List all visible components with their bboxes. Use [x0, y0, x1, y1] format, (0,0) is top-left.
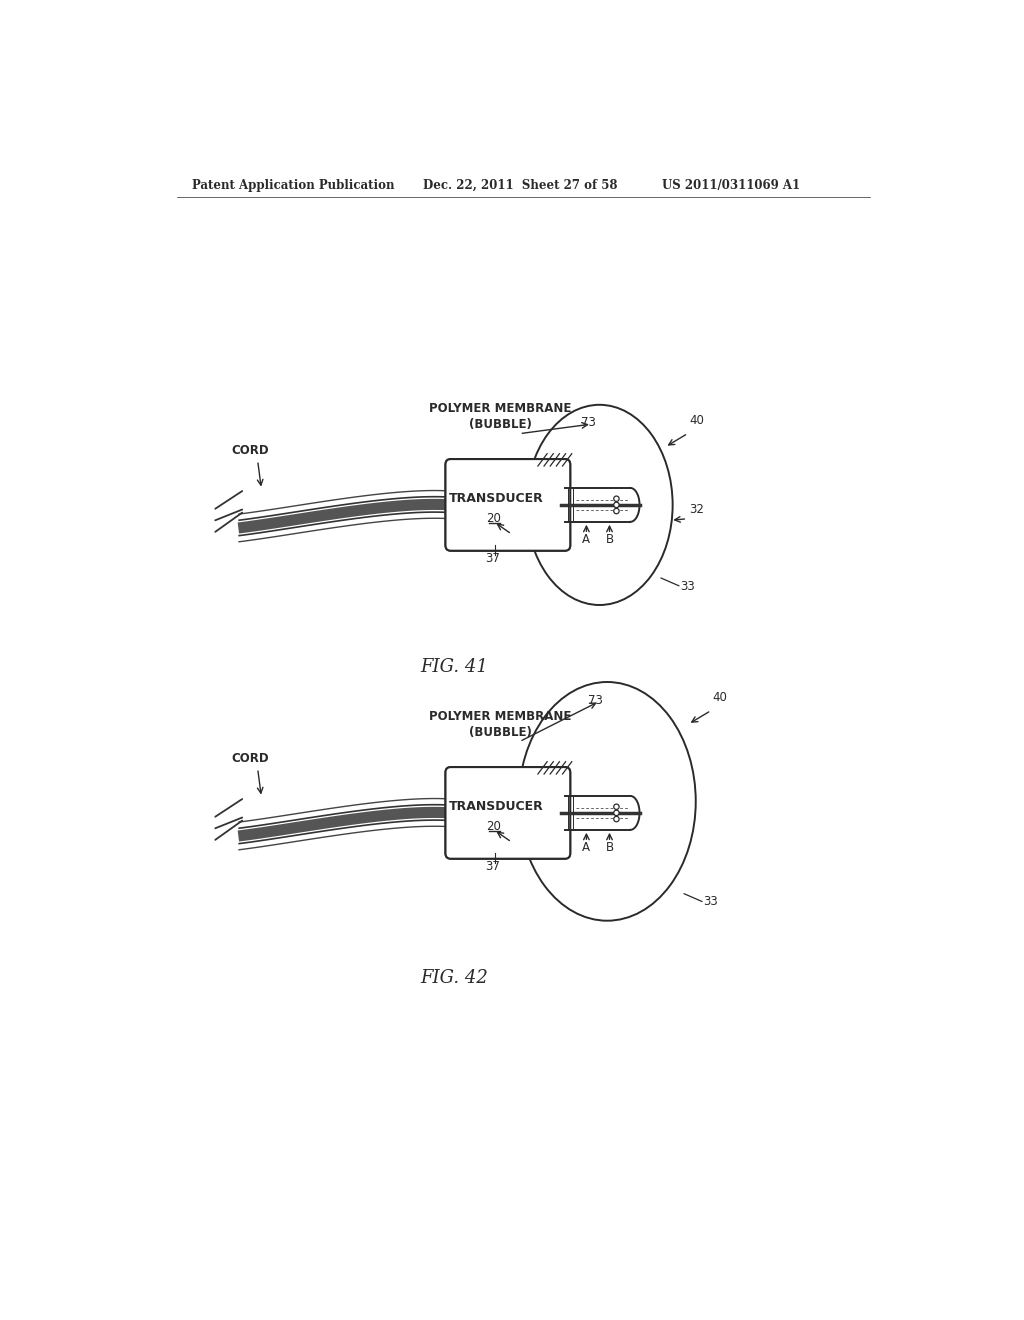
Text: B: B	[605, 841, 613, 854]
Circle shape	[613, 810, 620, 816]
Text: FIG. 41: FIG. 41	[420, 657, 487, 676]
Text: CORD: CORD	[231, 445, 268, 458]
Text: 20: 20	[486, 820, 502, 833]
Text: 37: 37	[485, 861, 500, 874]
FancyBboxPatch shape	[445, 459, 570, 550]
Text: POLYMER MEMBRANE
(BUBBLE): POLYMER MEMBRANE (BUBBLE)	[429, 710, 571, 739]
Text: 32: 32	[689, 503, 705, 516]
Bar	[565, 796, 631, 830]
Text: 40: 40	[713, 692, 728, 705]
Text: 33: 33	[703, 895, 718, 908]
FancyBboxPatch shape	[445, 767, 570, 859]
Text: A: A	[583, 841, 591, 854]
Text: TRANSDUCER: TRANSDUCER	[449, 492, 544, 506]
Text: A: A	[583, 533, 591, 546]
Circle shape	[613, 804, 620, 809]
Text: 20: 20	[486, 512, 502, 525]
Circle shape	[613, 496, 620, 502]
Text: 40: 40	[689, 414, 705, 428]
Text: Patent Application Publication: Patent Application Publication	[193, 178, 394, 191]
Circle shape	[613, 508, 620, 513]
Text: CORD: CORD	[231, 752, 268, 766]
Bar	[565, 488, 631, 521]
Text: 73: 73	[581, 416, 595, 429]
Text: 33: 33	[680, 579, 695, 593]
FancyBboxPatch shape	[445, 459, 570, 550]
Text: 37: 37	[485, 552, 500, 565]
Text: FIG. 42: FIG. 42	[420, 969, 487, 987]
Text: POLYMER MEMBRANE
(BUBBLE): POLYMER MEMBRANE (BUBBLE)	[429, 403, 571, 432]
Text: 73: 73	[588, 693, 603, 706]
Circle shape	[613, 502, 620, 508]
Text: Dec. 22, 2011  Sheet 27 of 58: Dec. 22, 2011 Sheet 27 of 58	[423, 178, 617, 191]
Text: B: B	[605, 533, 613, 546]
Text: TRANSDUCER: TRANSDUCER	[449, 800, 544, 813]
Text: US 2011/0311069 A1: US 2011/0311069 A1	[662, 178, 800, 191]
Circle shape	[613, 816, 620, 822]
FancyBboxPatch shape	[445, 767, 570, 859]
